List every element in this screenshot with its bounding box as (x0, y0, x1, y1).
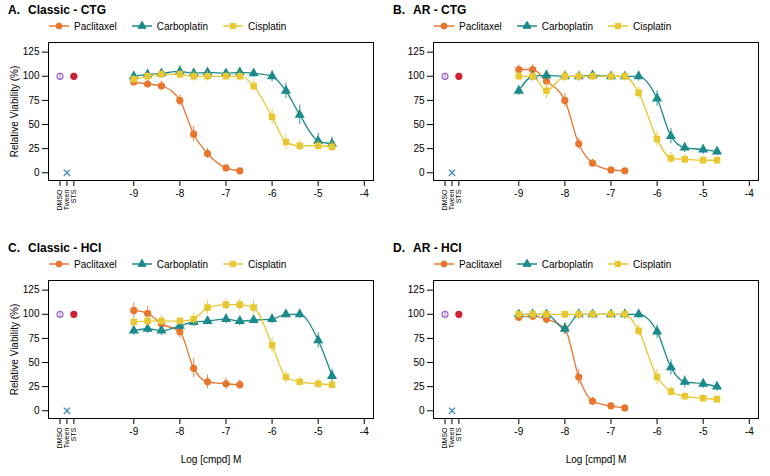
svg-text:-7: -7 (607, 426, 616, 437)
svg-text:-7: -7 (607, 188, 616, 199)
html-text:Paclitaxel: Paclitaxel (459, 258, 502, 270)
svg-text:75: 75 (413, 95, 425, 106)
svg-text:-4: -4 (360, 426, 369, 437)
svg-text:Tween: Tween (448, 427, 456, 449)
svg-text:STS: STS (455, 189, 462, 203)
svg-text:-4: -4 (745, 188, 754, 199)
svg-text:Relative Viability (%): Relative Viability (%) (9, 66, 20, 158)
svg-text:DMSO: DMSO (441, 189, 449, 211)
svg-text:100: 100 (23, 70, 40, 81)
html-text:AR - HCI: AR - HCI (413, 241, 462, 255)
html-text:A.: A. (8, 3, 20, 17)
html-text:D.: D. (393, 241, 405, 255)
svg-text:-6: -6 (268, 188, 277, 199)
svg-text:75: 75 (28, 95, 40, 106)
svg-text:125: 125 (23, 46, 40, 57)
svg-text:0: 0 (34, 167, 40, 178)
svg-text:50: 50 (413, 357, 425, 368)
html-text:Carboplatin: Carboplatin (541, 20, 593, 32)
svg-text:-7: -7 (222, 188, 231, 199)
svg-text:0: 0 (419, 405, 425, 416)
html-text:Paclitaxel: Paclitaxel (74, 20, 117, 32)
svg-text:-6: -6 (653, 426, 662, 437)
svg-text:125: 125 (408, 284, 425, 295)
svg-text:DMSO: DMSO (56, 427, 64, 449)
svg-text:-4: -4 (360, 188, 369, 199)
html-text:Cisplatin: Cisplatin (248, 20, 287, 32)
html-text:Carboplatin: Carboplatin (541, 258, 593, 270)
svg-text:Tween: Tween (63, 189, 71, 211)
html-text:Carboplatin: Carboplatin (156, 20, 208, 32)
svg-text:100: 100 (23, 308, 40, 319)
svg-text:-8: -8 (175, 426, 184, 437)
svg-text:-8: -8 (175, 188, 184, 199)
svg-text:25: 25 (28, 143, 40, 154)
svg-text:-6: -6 (268, 426, 277, 437)
svg-text:DMSO: DMSO (56, 189, 64, 211)
svg-text:-9: -9 (514, 426, 523, 437)
svg-text:Tween: Tween (448, 189, 456, 211)
svg-text:-6: -6 (653, 188, 662, 199)
html-text:Cisplatin: Cisplatin (248, 258, 287, 270)
svg-text:-9: -9 (514, 188, 523, 199)
html-text:Cisplatin: Cisplatin (633, 258, 672, 270)
svg-text:25: 25 (413, 381, 425, 392)
svg-text:50: 50 (413, 119, 425, 130)
svg-text:STS: STS (70, 427, 77, 441)
svg-text:DMSO: DMSO (441, 427, 449, 449)
svg-text:0: 0 (34, 405, 40, 416)
svg-text:100: 100 (408, 308, 425, 319)
svg-text:-5: -5 (314, 426, 323, 437)
html-text:Paclitaxel: Paclitaxel (459, 20, 502, 32)
svg-text:-7: -7 (222, 426, 231, 437)
svg-text:STS: STS (455, 427, 462, 441)
svg-text:Relative Viability (%): Relative Viability (%) (9, 304, 20, 396)
svg-text:-5: -5 (699, 188, 708, 199)
svg-text:50: 50 (28, 119, 40, 130)
svg-text:-8: -8 (560, 426, 569, 437)
svg-text:75: 75 (413, 333, 425, 344)
svg-text:0: 0 (419, 167, 425, 178)
html-text:Cisplatin: Cisplatin (633, 20, 672, 32)
svg-text:50: 50 (28, 357, 40, 368)
svg-text:-8: -8 (560, 188, 569, 199)
svg-text:-9: -9 (129, 188, 138, 199)
svg-text:25: 25 (28, 381, 40, 392)
html-text:B.: B. (393, 3, 405, 17)
svg-text:-4: -4 (745, 426, 754, 437)
html-text:Carboplatin: Carboplatin (156, 258, 208, 270)
svg-text:125: 125 (408, 46, 425, 57)
svg-text:Log [cmpd] M: Log [cmpd] M (566, 454, 627, 465)
svg-text:Log [cmpd] M: Log [cmpd] M (181, 454, 242, 465)
svg-text:STS: STS (70, 189, 77, 203)
html-text:Paclitaxel: Paclitaxel (74, 258, 117, 270)
svg-text:100: 100 (408, 70, 425, 81)
svg-text:-5: -5 (314, 188, 323, 199)
html-text:C.: C. (8, 241, 20, 255)
svg-text:25: 25 (413, 143, 425, 154)
html-text:Classic - CTG: Classic - CTG (28, 3, 106, 17)
html-text:AR - CTG: AR - CTG (413, 3, 467, 17)
svg-text:-5: -5 (699, 426, 708, 437)
svg-text:125: 125 (23, 284, 40, 295)
svg-text:-9: -9 (129, 426, 138, 437)
svg-text:Tween: Tween (63, 427, 71, 449)
svg-text:75: 75 (28, 333, 40, 344)
html-text:Classic - HCI: Classic - HCI (28, 241, 102, 255)
